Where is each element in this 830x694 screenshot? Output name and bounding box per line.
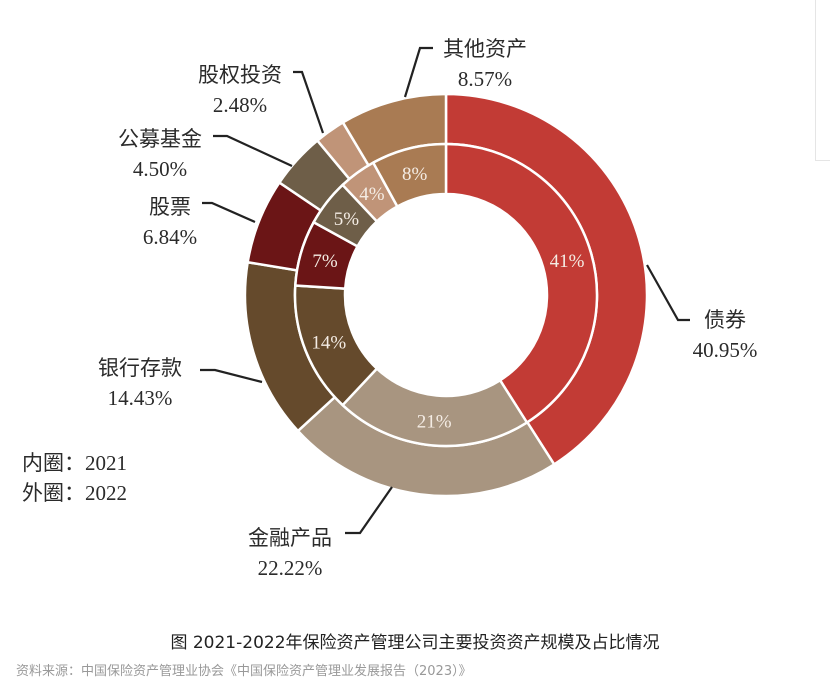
- inner-ring-slice-0: [444, 142, 599, 425]
- outer-category-label: 金融产品: [248, 526, 332, 550]
- inner-slice-label: 4%: [359, 184, 385, 205]
- outer-value-label: 2.48%: [213, 93, 267, 117]
- outer-value-label: 40.95%: [693, 338, 758, 362]
- chart-title: 图 2021-2022年保险资产管理公司主要投资资产规模及占比情况: [170, 633, 660, 653]
- leader-line: [403, 46, 433, 98]
- leader-line: [293, 70, 325, 134]
- inner-slice-label: 8%: [402, 164, 428, 185]
- outer-category-label: 股权投资: [198, 63, 282, 87]
- outer-value-label: 14.43%: [108, 386, 173, 410]
- legend-outer-note: 外圈：2022: [22, 481, 127, 505]
- leader-line: [200, 368, 263, 384]
- outer-category-label: 公募基金: [118, 127, 202, 151]
- leader-line: [646, 264, 690, 322]
- outer-value-label: 6.84%: [143, 225, 197, 249]
- page-edge: [815, 0, 830, 161]
- outer-category-label: 其他资产: [443, 37, 527, 61]
- inner-ring-slice-6: [371, 142, 448, 209]
- inner-slice-label: 41%: [550, 251, 585, 272]
- outer-category-label: 债券: [704, 308, 746, 332]
- inner-ring-2021: [293, 142, 599, 448]
- outer-category-label: 银行存款: [98, 356, 182, 380]
- outer-value-label: 4.50%: [133, 157, 187, 181]
- inner-slice-label: 21%: [417, 411, 452, 432]
- outer-category-label: 股票: [149, 195, 191, 219]
- inner-slice-label: 7%: [312, 251, 338, 272]
- leader-line: [202, 201, 256, 224]
- leader-line: [345, 486, 393, 535]
- leader-line: [213, 134, 293, 167]
- outer-value-label: 8.57%: [458, 67, 512, 91]
- outer-value-label: 22.22%: [258, 556, 323, 580]
- legend-inner-note: 内圈：2021: [22, 451, 127, 475]
- inner-slice-label: 5%: [334, 209, 360, 230]
- chart-source: 资料来源：中国保险资产管理业协会《中国保险资产管理业发展报告（2023）》: [16, 664, 472, 679]
- inner-slice-label: 14%: [311, 332, 346, 353]
- double-donut-chart: 41% 21% 14% 7% 5% 4% 8% 债券 40.95% 金融产品 22.22% 银行存款…: [22, 37, 758, 580]
